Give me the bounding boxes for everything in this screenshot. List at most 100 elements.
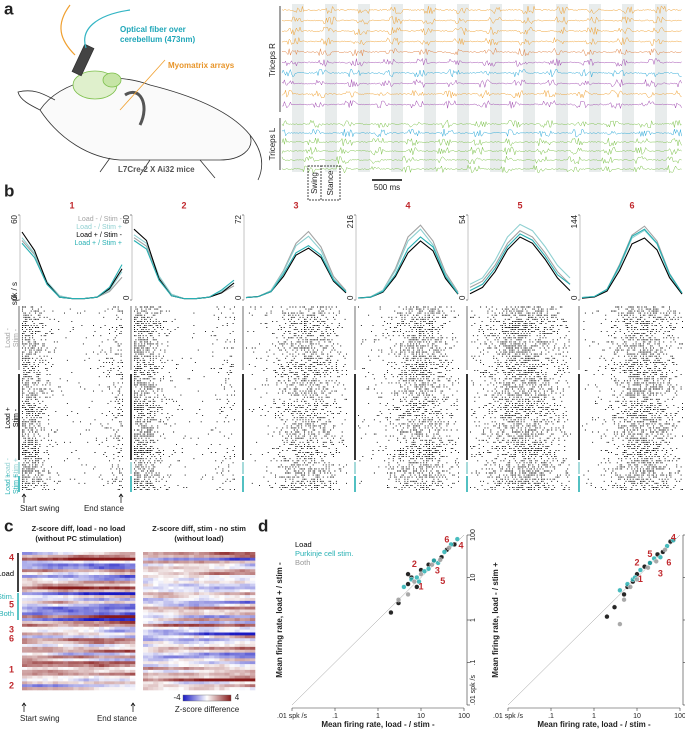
heatmap-cell bbox=[47, 618, 54, 622]
heatmap-cell bbox=[73, 600, 79, 605]
heatmap-cell bbox=[193, 652, 200, 656]
heatmap-cell bbox=[224, 623, 230, 628]
heatmap-cell bbox=[229, 629, 235, 633]
heatmap-cell bbox=[214, 566, 220, 570]
heatmap-cell bbox=[214, 646, 220, 651]
heatmap-cell bbox=[58, 669, 64, 674]
heatmap-cell bbox=[224, 664, 230, 668]
condition-label: Stim + bbox=[13, 458, 20, 478]
rate-curve bbox=[133, 240, 235, 300]
heatmap-cell bbox=[78, 609, 84, 613]
heatmap-cell bbox=[219, 615, 225, 619]
heatmap-cell bbox=[224, 592, 230, 596]
heatmap-cell bbox=[178, 623, 184, 628]
heatmap-cell bbox=[124, 606, 131, 610]
heatmap-cell bbox=[193, 572, 200, 576]
heatmap-cell bbox=[68, 577, 74, 582]
heatmap-cell bbox=[58, 560, 64, 564]
heatmap-cell bbox=[27, 595, 33, 599]
heatmap-cell bbox=[47, 646, 54, 651]
heatmap-cell bbox=[168, 589, 174, 593]
heatmap-cell bbox=[124, 626, 131, 630]
heatmap-cell bbox=[27, 552, 33, 556]
heatmap-cell bbox=[109, 623, 115, 628]
heatmap-cell bbox=[204, 618, 210, 622]
heatmap-cell bbox=[244, 646, 251, 651]
heatmap-cell bbox=[119, 623, 126, 628]
heatmap-cell bbox=[249, 667, 256, 671]
heatmap-cell bbox=[68, 672, 74, 676]
heatmap-cell bbox=[27, 600, 33, 605]
heatmap-cell bbox=[22, 606, 28, 610]
heatmap-cell bbox=[32, 618, 38, 622]
heatmap-cell bbox=[183, 684, 190, 688]
heatmap-cell bbox=[178, 586, 184, 590]
heatmap-cell bbox=[163, 638, 169, 642]
rate-curve bbox=[469, 230, 571, 288]
heatmap-cell bbox=[104, 575, 110, 579]
heatmap-cell bbox=[58, 684, 64, 688]
heatmap-cell bbox=[109, 598, 115, 602]
heatmap-cell bbox=[88, 557, 95, 561]
heatmap-cell bbox=[168, 669, 174, 674]
heatmap-cell bbox=[188, 586, 195, 590]
heatmap-cell bbox=[124, 572, 131, 576]
emg-trace bbox=[281, 137, 682, 147]
heatmap-cell bbox=[83, 684, 90, 688]
heatmap-cell bbox=[244, 598, 251, 602]
heatmap-cell bbox=[143, 669, 149, 674]
heatmap-cell bbox=[219, 623, 225, 628]
fiber-label: cerebellum (473nm) bbox=[120, 35, 195, 44]
cell-annotation: 4 bbox=[671, 532, 676, 542]
heatmap-cell bbox=[52, 569, 59, 573]
heatmap-cell bbox=[63, 652, 69, 656]
heatmap-cell bbox=[124, 667, 131, 671]
heatmap-cell bbox=[188, 583, 195, 587]
heatmap-cell bbox=[109, 575, 115, 579]
heatmap-cell bbox=[93, 681, 100, 685]
heatmap-cell bbox=[63, 629, 69, 633]
heatmap-cell bbox=[199, 603, 205, 607]
heatmap-cell bbox=[99, 681, 105, 685]
heatmap-cell bbox=[183, 595, 190, 599]
heatmap-cell bbox=[183, 655, 190, 659]
heatmap-cell bbox=[47, 615, 54, 619]
heatmap-cell bbox=[158, 672, 164, 676]
heatmap-cell bbox=[52, 598, 59, 602]
heatmap-cell bbox=[83, 632, 90, 636]
heatmap-cell bbox=[22, 595, 28, 599]
legend-entry: Load bbox=[295, 540, 312, 549]
heatmap-cell bbox=[109, 667, 115, 671]
heatmap-cell bbox=[27, 658, 33, 662]
heatmap-cell bbox=[173, 649, 179, 653]
heatmap-cell bbox=[143, 552, 149, 556]
heatmap-cell bbox=[52, 609, 59, 613]
heatmap-cell bbox=[183, 615, 190, 619]
heatmap-cell bbox=[193, 615, 200, 619]
heatmap-cell bbox=[129, 675, 136, 679]
heatmap-cell bbox=[124, 563, 131, 567]
heatmap-cell bbox=[153, 629, 159, 633]
heatmap-cell bbox=[114, 554, 120, 559]
heatmap-cell bbox=[22, 557, 28, 561]
heatmap-cell bbox=[158, 635, 164, 639]
heatmap-cell bbox=[229, 566, 235, 570]
heatmap-cell bbox=[42, 638, 48, 642]
heatmap-cell bbox=[239, 569, 246, 573]
heatmap-cell bbox=[244, 658, 251, 662]
heatmap-cell bbox=[68, 621, 74, 625]
heatmap-cell bbox=[22, 577, 28, 582]
heatmap-cell bbox=[27, 638, 33, 642]
heatmap-cell bbox=[93, 606, 100, 610]
heatmap-cell bbox=[119, 684, 126, 688]
heatmap-cell bbox=[188, 675, 195, 679]
heatmap-cell bbox=[63, 632, 69, 636]
heatmap-cell bbox=[204, 586, 210, 590]
heatmap-cell bbox=[124, 658, 131, 662]
heatmap-cell bbox=[199, 606, 205, 610]
heatmap-cell bbox=[22, 563, 28, 567]
heatmap-cell bbox=[249, 649, 256, 653]
heatmap-cell bbox=[209, 606, 215, 610]
heatmap-cell bbox=[214, 664, 220, 668]
heatmap-cell bbox=[234, 592, 240, 596]
